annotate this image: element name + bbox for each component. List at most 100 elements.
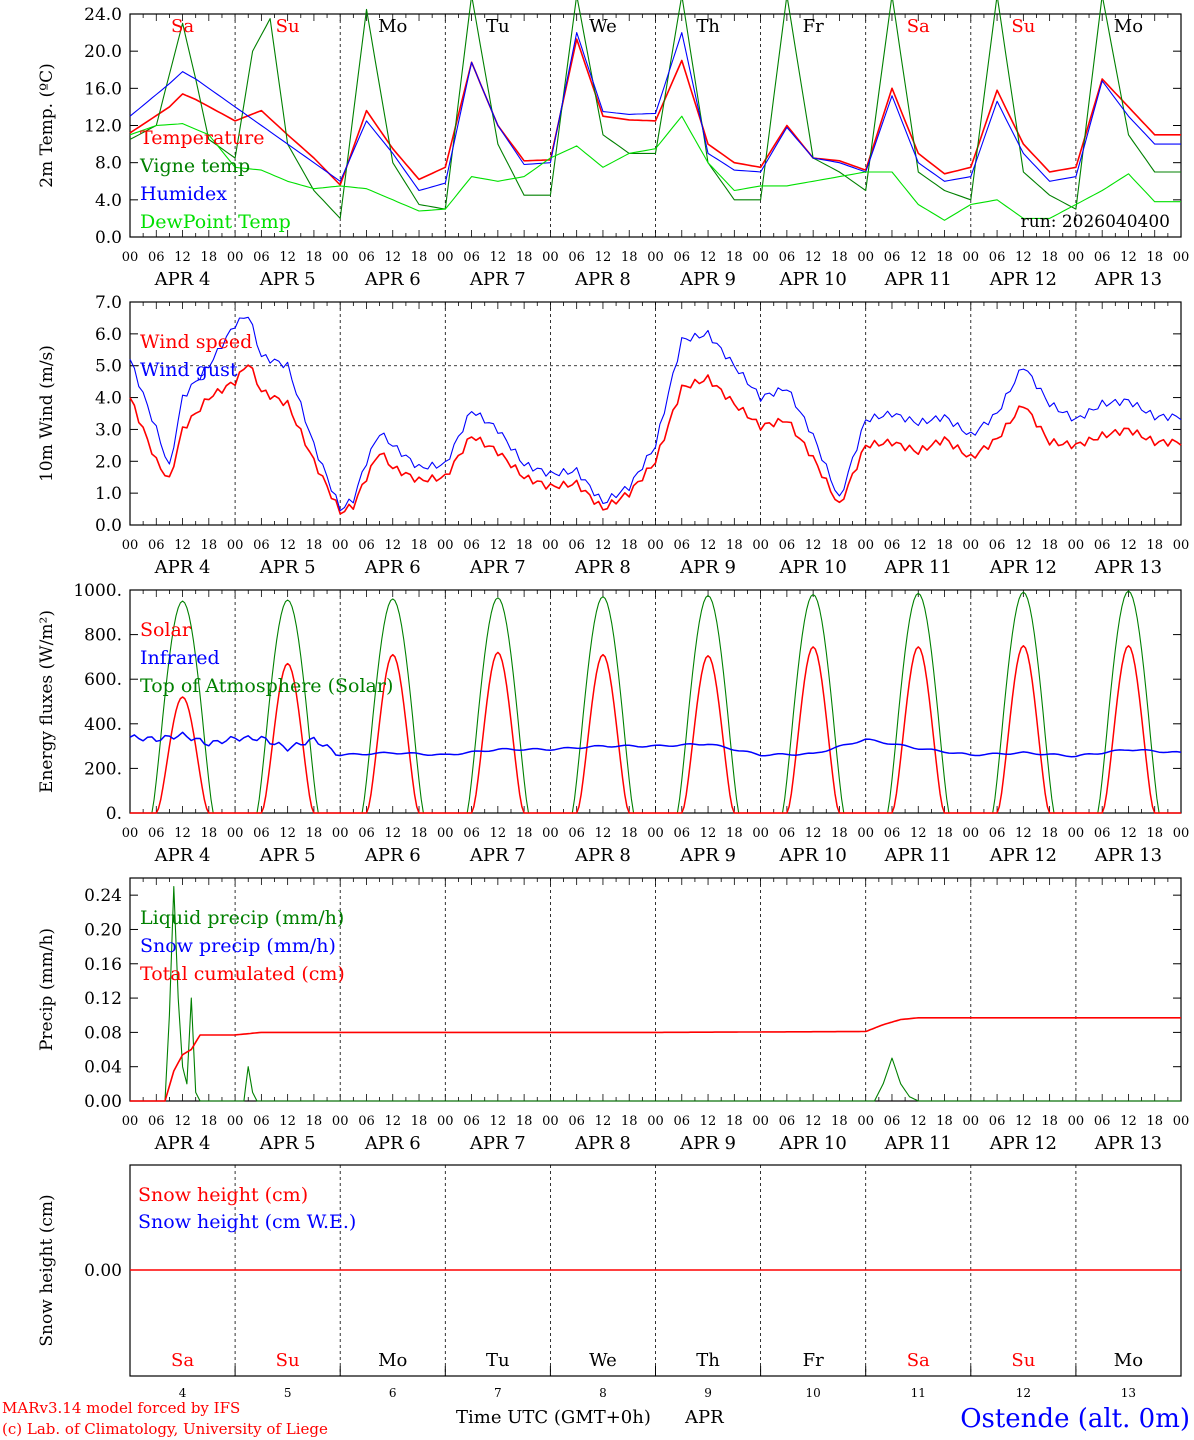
day-number-label: 7 (494, 1386, 502, 1400)
weekday-label: We (589, 1350, 617, 1371)
y-tick-label: 0.20 (84, 920, 122, 940)
hour-tick-label: 12 (490, 250, 507, 265)
date-label: APR 7 (469, 557, 526, 578)
panel-temperature: 0.0 4.0 8.0 12.0 16.0 20.0 24.0 2m Temp. (ºC) Te… (37, 0, 1189, 290)
y-tick-label: 8.0 (95, 154, 122, 174)
hour-tick-label: 18 (1041, 826, 1058, 841)
hour-tick-label: 00 (1068, 1114, 1085, 1129)
y-tick-label: 400. (84, 715, 122, 735)
y-axis-label: Precip (mm/h) (37, 928, 57, 1051)
hour-tick-label: 06 (463, 250, 480, 265)
panels: 0.0 4.0 8.0 12.0 16.0 20.0 24.0 2m Temp. (ºC) Te… (37, 0, 1189, 1400)
hour-tick-label: 12 (490, 1114, 507, 1129)
hour-tick-label: 12 (384, 1114, 401, 1129)
hour-tick-label: 12 (384, 538, 401, 553)
hour-tick-label: 12 (805, 250, 822, 265)
hour-tick-label: 06 (989, 538, 1006, 553)
weekday-label: Sa (907, 1350, 930, 1371)
weekday-label: Sa (171, 16, 194, 37)
weekday-label: Fr (803, 1350, 824, 1371)
hour-tick-label: 00 (227, 1114, 244, 1129)
hour-tick-label: 00 (963, 538, 980, 553)
hour-tick-label: 12 (595, 250, 612, 265)
hour-tick-label: 06 (1094, 250, 1111, 265)
y-tick-label: 1000. (73, 581, 122, 601)
y-tick-label: 0.0 (95, 516, 122, 536)
date-label: APR 6 (364, 269, 421, 290)
hour-tick-label: 06 (568, 250, 585, 265)
hour-tick-label: 06 (568, 1114, 585, 1129)
day-number-label: 4 (179, 1386, 187, 1400)
legend-entry: Snow height (cm) (138, 1184, 308, 1206)
hour-tick-label: 00 (647, 826, 664, 841)
hour-tick-label: 18 (726, 538, 743, 553)
day-number-label: 12 (1016, 1386, 1031, 1400)
hour-tick-label: 00 (437, 538, 454, 553)
legend-entry: Total cumulated (cm) (140, 963, 345, 985)
weekday-label: Mo (378, 1350, 407, 1371)
plot-frame (129, 589, 1182, 814)
hour-tick-label: 00 (752, 250, 769, 265)
date-label: APR 12 (989, 1133, 1057, 1154)
y-tick-label: 0.00 (84, 1092, 122, 1112)
panel-precip: 0.00 0.04 0.08 0.12 0.16 0.20 0.24 Precip (mm/h… (37, 877, 1189, 1154)
hour-tick-label: 18 (201, 538, 218, 553)
station-label: Ostende (alt. 0m) (960, 1404, 1190, 1434)
hour-tick-label: 18 (306, 826, 323, 841)
date-label: APR 13 (1094, 557, 1162, 578)
weekday-label: Mo (1114, 16, 1143, 37)
hour-tick-label: 00 (542, 1114, 559, 1129)
date-label: APR 8 (574, 557, 631, 578)
hour-tick-label: 12 (279, 1114, 296, 1129)
y-tick-label: 3.0 (95, 420, 122, 440)
hour-tick-label: 00 (1068, 538, 1085, 553)
hour-tick-label: 00 (1173, 538, 1190, 553)
hour-tick-label: 12 (805, 538, 822, 553)
weekday-label: Mo (378, 16, 407, 37)
date-label: APR 11 (884, 557, 952, 578)
hour-tick-label: 18 (201, 250, 218, 265)
y-tick-label: 16.0 (84, 79, 122, 99)
hour-tick-label: 18 (306, 538, 323, 553)
weekday-label: Tu (486, 16, 510, 37)
time-axis-month: APR (684, 1407, 724, 1428)
hour-tick-label: 06 (674, 826, 691, 841)
plot-frame (129, 301, 1182, 526)
legend-entry: Liquid precip (mm/h) (140, 907, 344, 929)
hour-tick-label: 18 (411, 538, 428, 553)
hour-tick-label: 12 (384, 826, 401, 841)
hour-tick-label: 06 (1094, 538, 1111, 553)
hour-tick-label: 18 (516, 826, 533, 841)
y-axis-label: Energy fluxes (W/m²) (37, 610, 57, 793)
weekday-label: Sa (171, 1350, 194, 1371)
hour-tick-label: 12 (279, 826, 296, 841)
date-label: APR 11 (884, 269, 952, 290)
hour-tick-label: 00 (647, 250, 664, 265)
date-label: APR 12 (989, 269, 1057, 290)
y-axis-label: 10m Wind (m/s) (37, 345, 57, 482)
hour-tick-label: 18 (726, 1114, 743, 1129)
date-label: APR 7 (469, 269, 526, 290)
hour-tick-label: 18 (1041, 538, 1058, 553)
date-label: APR 6 (364, 557, 421, 578)
weekday-label: Su (276, 1350, 300, 1371)
date-label: APR 4 (154, 557, 211, 578)
hour-tick-label: 12 (595, 538, 612, 553)
hour-tick-label: 18 (1146, 250, 1163, 265)
hour-tick-label: 12 (1015, 250, 1032, 265)
hour-tick-label: 18 (1146, 1114, 1163, 1129)
legend-entry: Vigne temp (139, 155, 250, 177)
hour-tick-label: 18 (726, 826, 743, 841)
hour-tick-label: 12 (490, 538, 507, 553)
hour-tick-label: 00 (227, 250, 244, 265)
date-label: APR 12 (989, 845, 1057, 866)
hour-tick-label: 06 (253, 538, 270, 553)
hour-tick-label: 00 (647, 538, 664, 553)
y-tick-label: 5.0 (95, 357, 122, 377)
hour-tick-label: 00 (752, 826, 769, 841)
hour-tick-label: 06 (884, 250, 901, 265)
legend-entry: Top of Atmosphere (Solar) (140, 675, 393, 697)
weekday-label: Th (696, 1350, 720, 1371)
date-label: APR 10 (779, 1133, 847, 1154)
date-label: APR 7 (469, 845, 526, 866)
